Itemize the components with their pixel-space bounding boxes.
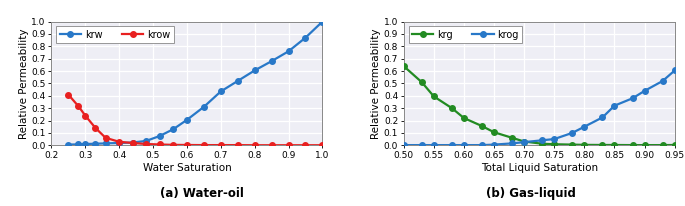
krw (101, 142, 110, 145)
krw (301, 36, 310, 39)
krow (75, 105, 83, 108)
krow (183, 144, 191, 146)
krow (115, 140, 123, 143)
krow (267, 144, 275, 146)
krog (550, 138, 558, 140)
krg (538, 143, 547, 145)
krow (129, 142, 137, 144)
krw (91, 143, 99, 145)
krw (64, 143, 73, 146)
krog (478, 144, 486, 146)
krg (610, 144, 619, 146)
krg (580, 144, 588, 146)
krog (628, 97, 636, 99)
krg (478, 125, 486, 127)
krw (81, 143, 89, 145)
krg (460, 117, 468, 119)
krg (658, 144, 667, 146)
krw (200, 106, 208, 108)
krow (142, 143, 150, 145)
krw (216, 90, 225, 93)
krog (508, 142, 516, 145)
krow (64, 93, 73, 96)
Y-axis label: Relative Permeability: Relative Permeability (371, 28, 381, 139)
krog (598, 116, 606, 119)
krog (460, 144, 468, 146)
krow (200, 144, 208, 146)
krw (319, 20, 327, 23)
krog (610, 104, 619, 107)
krg (429, 95, 438, 98)
krw (267, 60, 275, 62)
krg (598, 144, 606, 146)
krog (538, 139, 547, 142)
krog (418, 144, 426, 146)
Legend: krg, krog: krg, krog (408, 27, 523, 43)
krg (550, 143, 558, 145)
krow (284, 144, 292, 146)
krg (490, 131, 498, 133)
krog (580, 125, 588, 128)
Line: krow: krow (66, 92, 325, 148)
krw (251, 69, 259, 72)
krg (399, 65, 408, 67)
krw (183, 119, 191, 121)
krg (520, 140, 528, 143)
krow (101, 137, 110, 139)
krow (319, 144, 327, 146)
krog (658, 80, 667, 82)
krow (169, 144, 177, 146)
Text: (b) Gas-liquid: (b) Gas-liquid (486, 187, 576, 200)
krw (234, 80, 242, 82)
krg (508, 137, 516, 139)
krog (569, 132, 577, 134)
krow (301, 144, 310, 146)
X-axis label: Water Saturation: Water Saturation (142, 163, 232, 173)
krog (640, 90, 649, 92)
krg (671, 144, 679, 146)
Legend: krw, krow: krw, krow (56, 27, 174, 43)
krog (671, 69, 679, 72)
krog (399, 144, 408, 146)
Line: krg: krg (401, 63, 677, 148)
krow (155, 143, 164, 146)
krw (284, 50, 292, 53)
krow (81, 114, 89, 117)
krow (216, 144, 225, 146)
krg (418, 81, 426, 83)
krg (628, 144, 636, 146)
krog (490, 143, 498, 146)
Text: (a) Water-oil: (a) Water-oil (160, 187, 244, 200)
krw (129, 141, 137, 144)
Line: krog: krog (401, 68, 677, 148)
Line: krw: krw (66, 19, 325, 147)
krow (234, 144, 242, 146)
krow (91, 127, 99, 129)
krg (569, 143, 577, 146)
Y-axis label: Relative Permeability: Relative Permeability (18, 28, 29, 139)
krw (115, 142, 123, 144)
krg (448, 107, 456, 109)
krog (448, 144, 456, 146)
krg (640, 144, 649, 146)
X-axis label: Total Liquid Saturation: Total Liquid Saturation (481, 163, 598, 173)
krow (251, 144, 259, 146)
krw (142, 140, 150, 142)
krw (155, 135, 164, 137)
krog (429, 144, 438, 146)
krog (520, 141, 528, 143)
krw (75, 143, 83, 146)
krw (169, 128, 177, 130)
